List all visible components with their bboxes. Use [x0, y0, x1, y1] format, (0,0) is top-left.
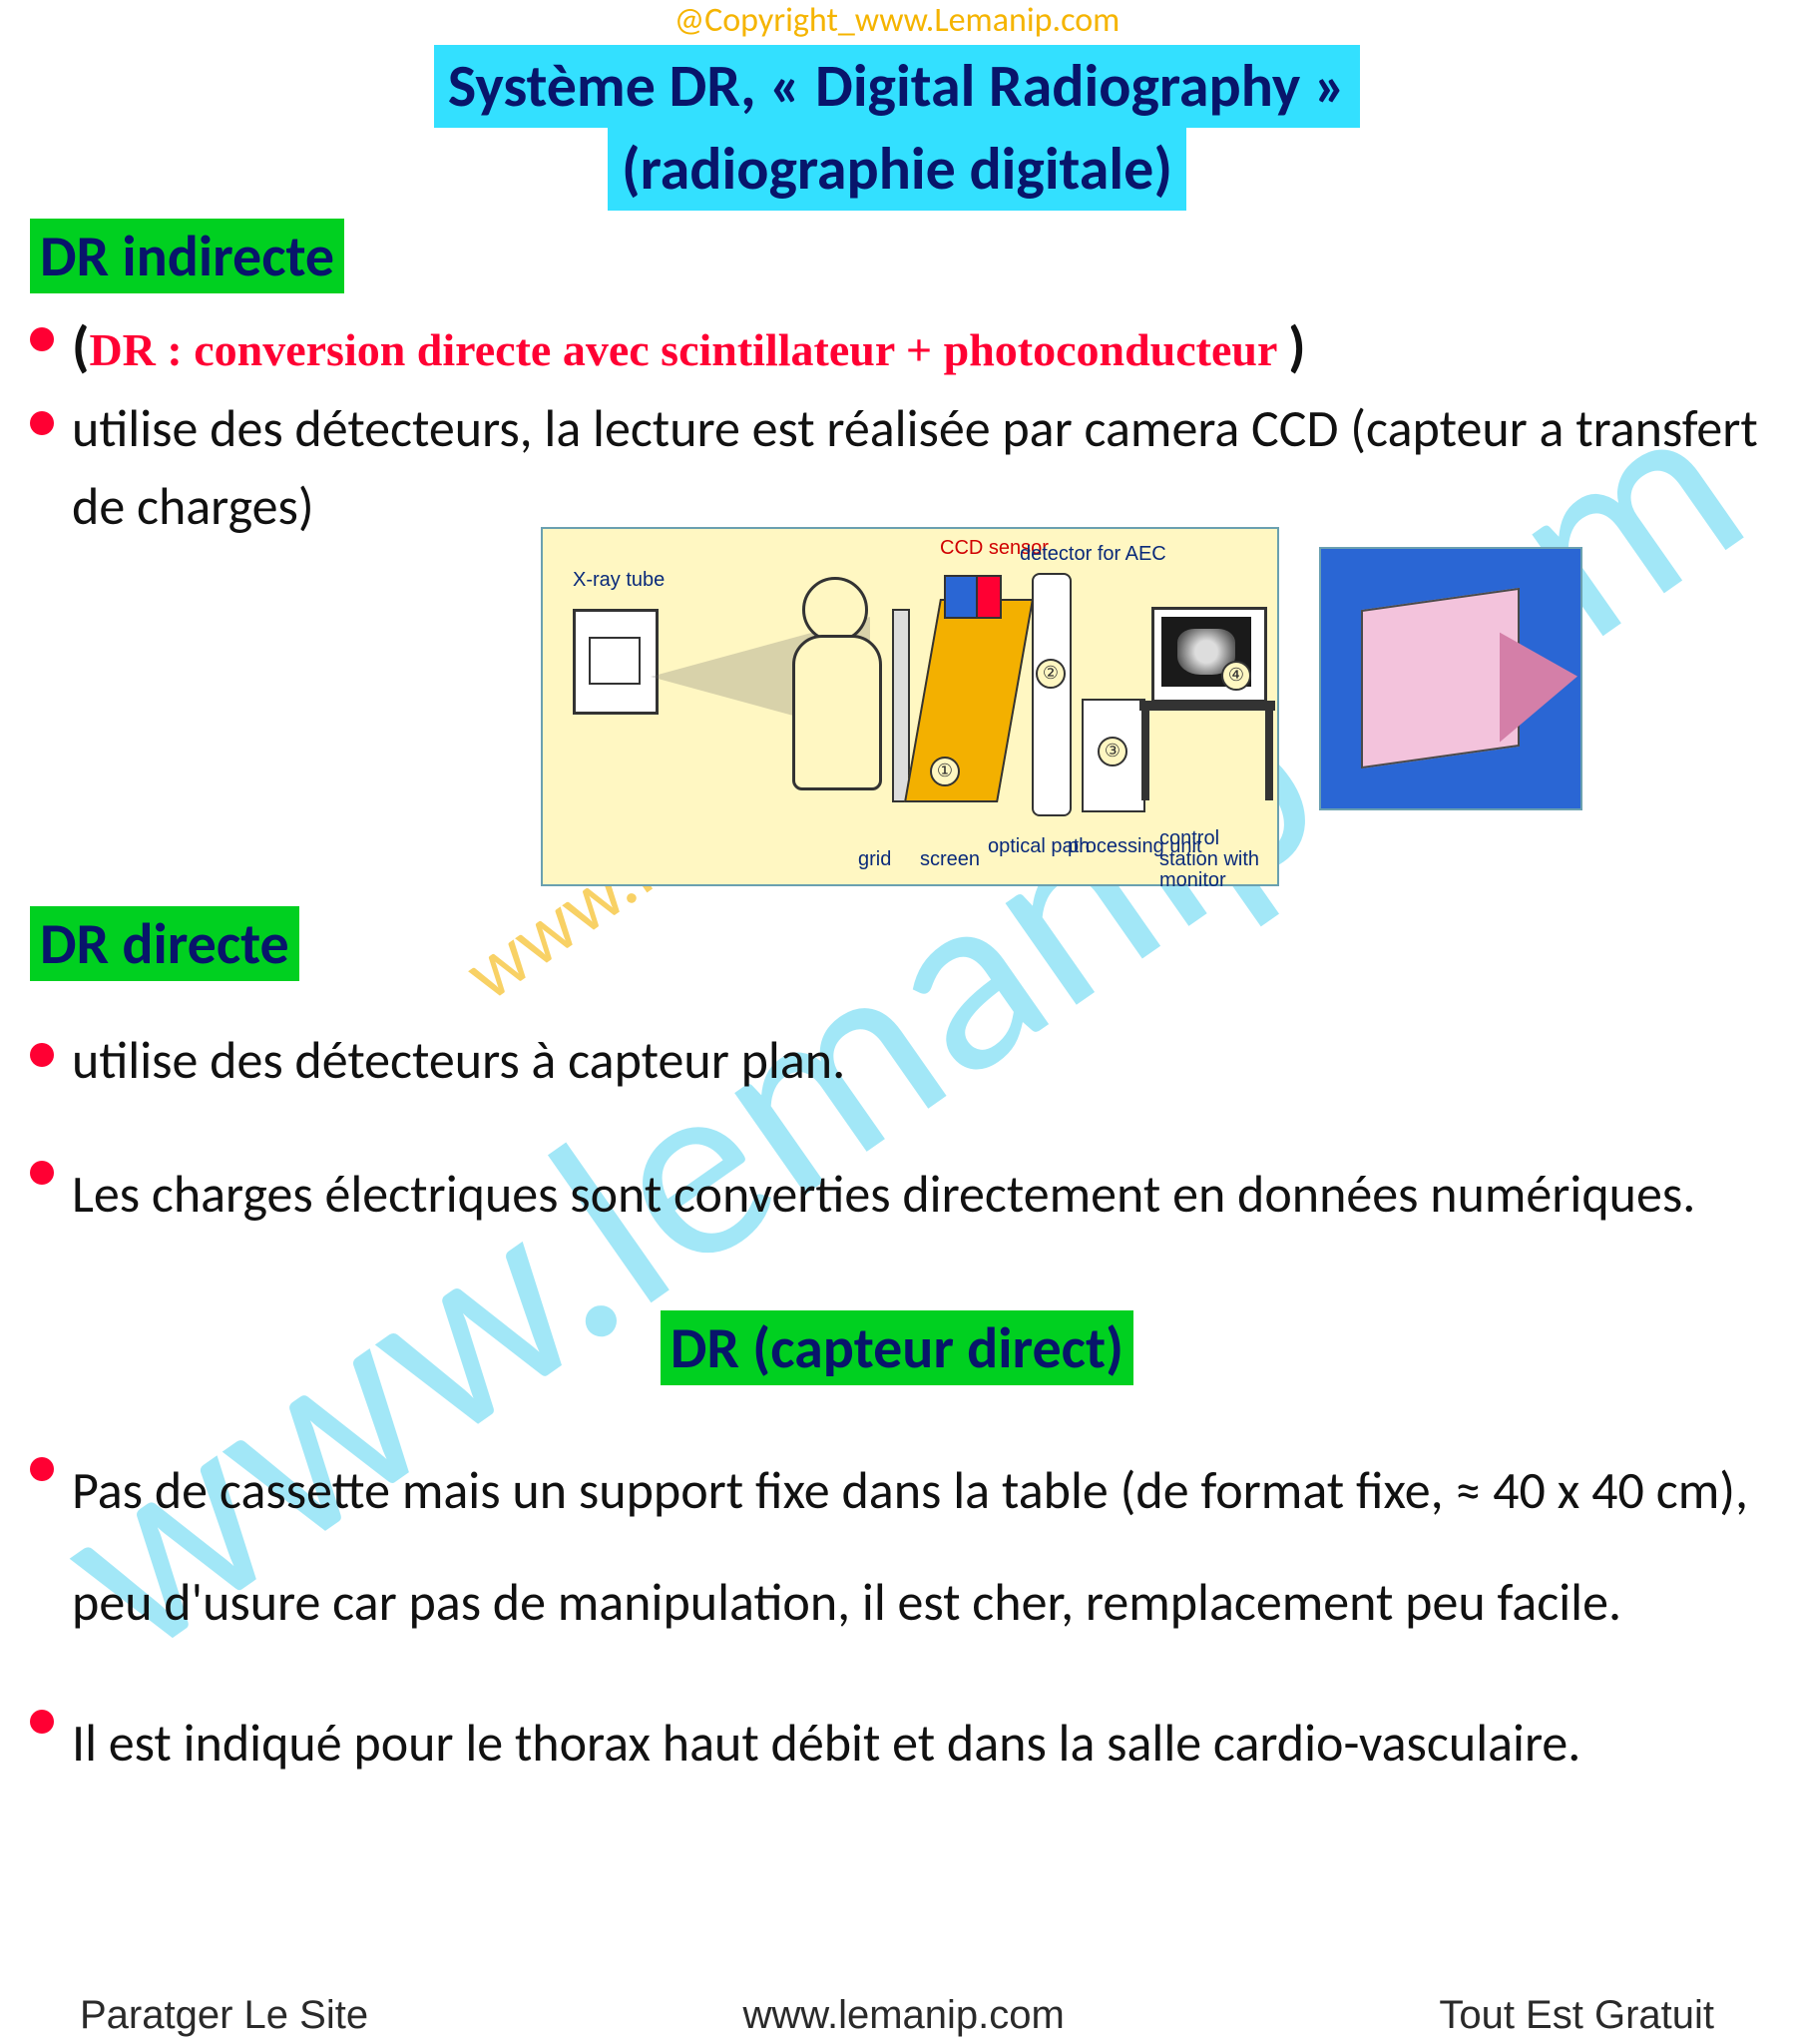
bullet-dot-icon	[30, 327, 54, 351]
detector-pink-shape	[1361, 588, 1520, 768]
bullet-directe-1: utilise des détecteurs à capteur plan.	[30, 1021, 1764, 1099]
bullet-dot-icon	[30, 1457, 54, 1481]
heading-capteur: DR (capteur direct)	[661, 1310, 1133, 1385]
paren-close: )	[1288, 313, 1305, 381]
paren-open: (	[72, 313, 89, 381]
section-capteur: DR (capteur direct)	[30, 1310, 1764, 1385]
desk-leg	[1265, 711, 1273, 800]
bullet-indirecte-1: (DR : conversion directe avec scintillat…	[30, 305, 1764, 389]
grid-panel	[892, 609, 910, 802]
label-control-station: control station with monitor	[1159, 828, 1279, 891]
bullet-text: utilise des détecteurs, la lecture est r…	[72, 389, 1764, 545]
patient-torso	[792, 635, 882, 790]
section-directe: DR directe	[30, 906, 1764, 981]
title-line1: Système DR, « Digital Radiography »	[434, 45, 1360, 128]
bullet-dot-icon	[30, 1710, 54, 1734]
heading-directe: DR directe	[30, 906, 299, 981]
red-definition: DR : conversion directe avec scintillate…	[89, 324, 1288, 375]
title-block: Système DR, « Digital Radiography » (rad…	[30, 45, 1764, 211]
label-grid: grid	[858, 848, 891, 871]
bullet-directe-2: Les charges électriques sont converties …	[30, 1139, 1764, 1251]
image-row: X-ray tube CCD sensor detector for AEC ①…	[359, 527, 1764, 886]
bullet-text: utilise des détecteurs à capteur plan.	[72, 1021, 845, 1099]
bullet-text: (DR : conversion directe avec scintillat…	[72, 305, 1306, 389]
label-xray-tube: X-ray tube	[573, 569, 665, 592]
marker-4: ④	[1221, 661, 1251, 691]
bullet-dot-icon	[30, 1161, 54, 1185]
patient-head	[802, 577, 868, 643]
screen-panel	[904, 599, 1034, 802]
bullet-text: Il est indiqué pour le thorax haut débit…	[72, 1688, 1748, 1799]
footer-center: www.lemanip.com	[743, 1993, 1065, 2038]
page-footer: Paratger Le Site www.lemanip.com Tout Es…	[0, 1993, 1794, 2038]
marker-1: ①	[930, 757, 960, 786]
label-detector-aec: detector for AEC	[1020, 543, 1166, 566]
bullet-text: Pas de cassette mais un support fixe dan…	[72, 1435, 1748, 1659]
bullet-capteur-1: Pas de cassette mais un support fixe dan…	[30, 1435, 1764, 1659]
detector-thumbnail	[1319, 547, 1582, 810]
bullet-indirecte-2: utilise des détecteurs, la lecture est r…	[30, 389, 1764, 545]
xray-tube-inner	[589, 637, 641, 685]
marker-2: ②	[1036, 659, 1066, 689]
bullet-capteur-2: Il est indiqué pour le thorax haut débit…	[30, 1688, 1764, 1799]
bullet-dot-icon	[30, 1043, 54, 1067]
bullet-dot-icon	[30, 411, 54, 435]
label-screen: screen	[920, 848, 980, 871]
ccd-block	[944, 575, 978, 619]
heading-indirecte: DR indirecte	[30, 219, 344, 293]
footer-left: Paratger Le Site	[80, 1993, 368, 2038]
bullet-text: Les charges électriques sont converties …	[72, 1139, 1738, 1251]
xray-system-diagram: X-ray tube CCD sensor detector for AEC ①…	[541, 527, 1279, 886]
copyright-line: @Copyright_www.Lemanip.com	[30, 0, 1764, 41]
ccd-red-block	[976, 575, 1002, 619]
desk-top	[1139, 701, 1275, 711]
desk-leg	[1141, 711, 1149, 800]
marker-3: ③	[1098, 737, 1127, 766]
title-line2: (radiographie digitale)	[608, 128, 1186, 211]
section-indirecte: DR indirecte	[30, 219, 1764, 293]
column-2	[1032, 573, 1072, 816]
footer-right: Tout Est Gratuit	[1439, 1993, 1714, 2038]
page-content: @Copyright_www.Lemanip.com Système DR, «…	[0, 0, 1794, 1799]
